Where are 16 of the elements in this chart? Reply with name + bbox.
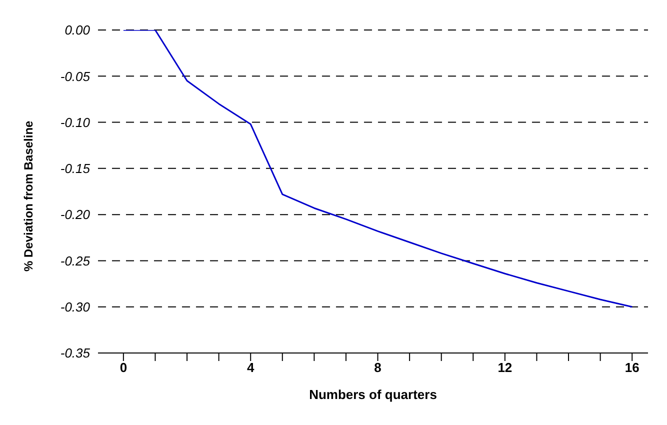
y-tick-label: -0.15 — [60, 161, 91, 176]
x-tick-label: 12 — [498, 360, 512, 376]
x-axis-title: Numbers of quarters — [309, 387, 437, 402]
y-axis-title: % Deviation from Baseline — [21, 120, 36, 272]
y-tick-label: 0.00 — [64, 22, 91, 38]
y-tick-label: -0.35 — [60, 346, 91, 361]
x-tick-label: 8 — [374, 360, 382, 376]
line-series — [122, 30, 633, 308]
x-tick-label: 4 — [246, 360, 255, 376]
y-tick-label: -0.30 — [60, 299, 91, 314]
x-tick-label: 0 — [120, 360, 128, 376]
y-tick-label: -0.25 — [60, 253, 91, 268]
y-tick-label: -0.20 — [60, 207, 91, 222]
y-tick-label: -0.10 — [60, 114, 91, 130]
y-tick-label: -0.05 — [60, 68, 91, 84]
x-tick-label: 16 — [624, 360, 640, 376]
